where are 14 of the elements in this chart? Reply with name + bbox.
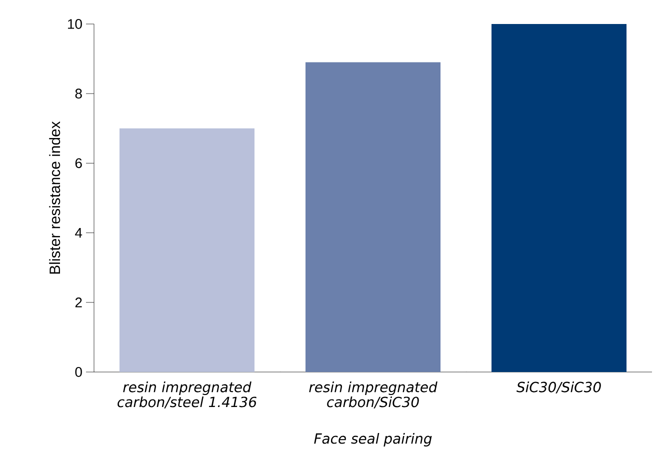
bar — [306, 62, 441, 372]
y-tick-label: 0 — [75, 367, 82, 377]
bar — [492, 24, 627, 372]
x-tick-label: resin impregnated carbon/steel 1.4136 — [118, 382, 256, 408]
x-tick-label: SiC30/SiC30 — [516, 382, 601, 394]
y-tick-label: 4 — [75, 228, 82, 238]
y-tick-label: 6 — [75, 158, 82, 168]
y-axis-title: Blister resistance index — [49, 121, 60, 274]
y-tick-label: 10 — [68, 19, 82, 29]
bar — [120, 128, 255, 372]
y-tick-label: 8 — [75, 88, 82, 99]
y-tick-label: 2 — [75, 298, 82, 308]
x-tick-label: resin impregnated carbon/SiC30 — [309, 382, 438, 408]
x-axis-title: Face seal pairing — [314, 432, 432, 446]
